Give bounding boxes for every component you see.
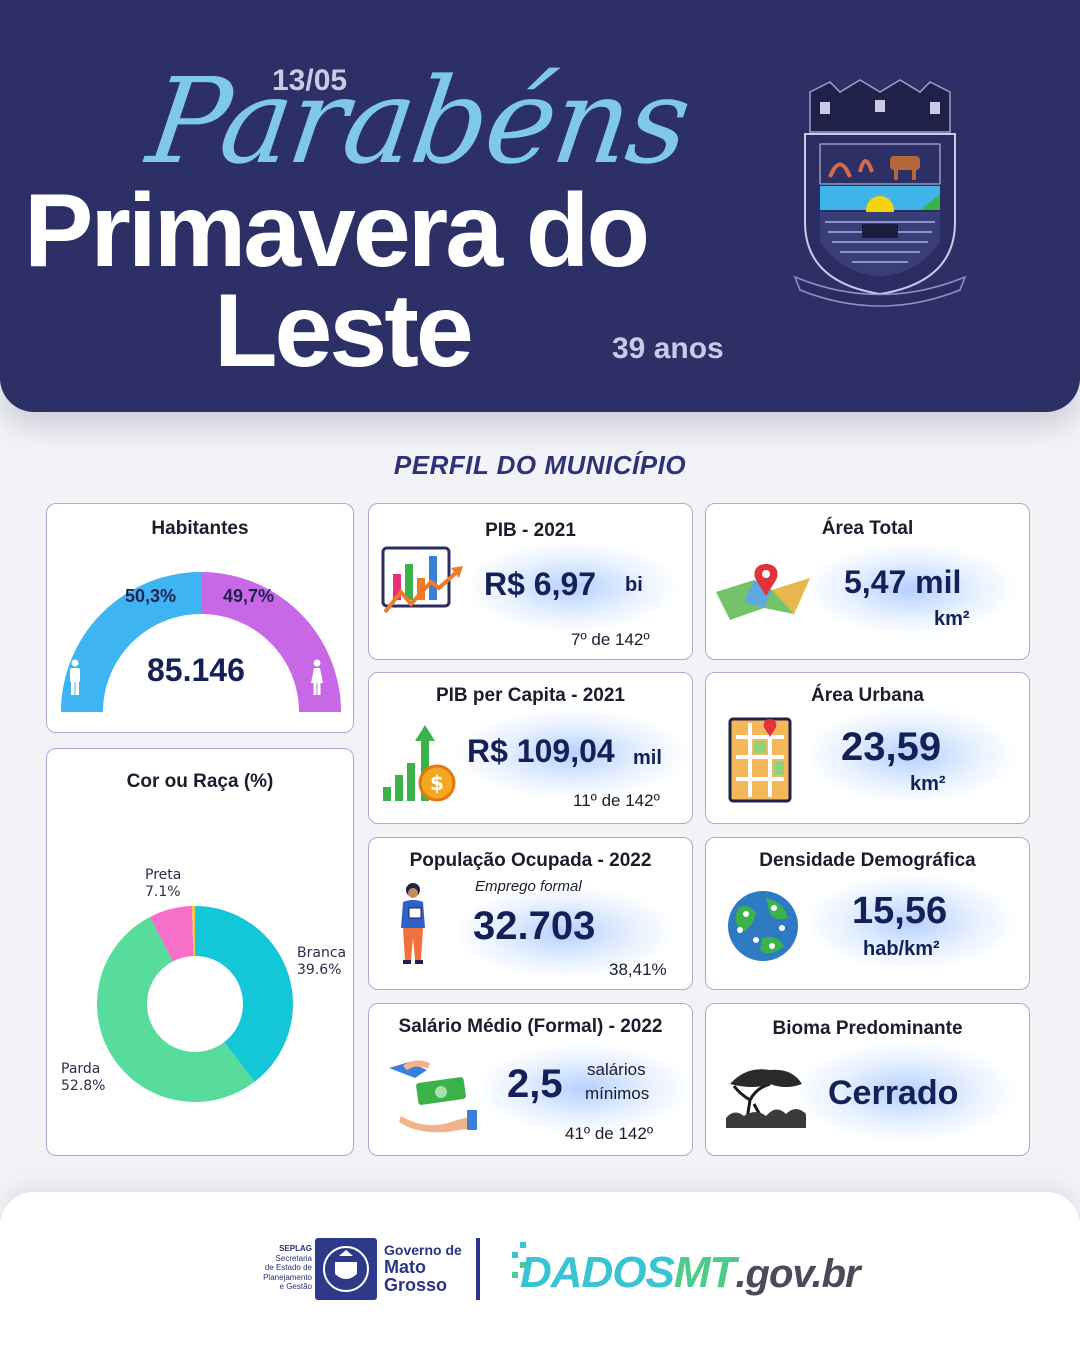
donut-slice-parda xyxy=(96,916,255,1103)
dadosmt-logo: DADOSMT.gov.br xyxy=(520,1248,861,1298)
donut-label-preta: Preta xyxy=(145,867,181,883)
money-hand-icon xyxy=(389,1060,477,1133)
gov-line: Governo de xyxy=(384,1242,462,1258)
area-total-unit: km² xyxy=(934,608,970,630)
worker-person-icon xyxy=(401,883,425,964)
map-pin-icon xyxy=(716,564,810,620)
salario-unit-line1: salários xyxy=(587,1060,646,1079)
densidade-value: 15,56 xyxy=(852,890,948,932)
area-urbana-unit: km² xyxy=(910,773,946,795)
pib-per-capita-rank: 11º de 142º xyxy=(573,791,660,810)
svg-text:$: $ xyxy=(430,771,444,795)
cor-raca-title: Cor ou Raça (%) xyxy=(126,771,274,792)
city-name-line1: Primavera do xyxy=(24,173,650,289)
female-person-icon xyxy=(311,659,323,695)
pib-unit: bi xyxy=(625,574,643,596)
area-total-value: 5,47 mil xyxy=(844,564,962,600)
pib-per-capita-card: PIB per Capita - 2021 $ R$ 109,04 mil 11… xyxy=(368,672,693,824)
area-urbana-card: Área Urbana 23,59 km² xyxy=(705,672,1030,824)
donut-label-parda: Parda xyxy=(61,1061,100,1077)
gov-line: Mato xyxy=(384,1257,426,1277)
pib-per-capita-value: R$ 109,04 xyxy=(467,733,615,769)
seplag-line: Planejamento xyxy=(263,1272,312,1282)
female-percentage: 49,7% xyxy=(223,586,275,606)
globe-people-icon xyxy=(728,891,798,961)
cerrado-tree-icon xyxy=(726,1069,806,1128)
pib-per-capita-unit: mil xyxy=(633,747,662,769)
salario-unit-line2: mínimos xyxy=(585,1084,650,1103)
salario-medio-value: 2,5 xyxy=(507,1062,563,1106)
pib-title: PIB - 2021 xyxy=(485,520,576,541)
footer-divider xyxy=(476,1238,480,1300)
donut-value-parda: 52.8% xyxy=(61,1078,105,1094)
dadosmt-pixel-icon xyxy=(512,1242,526,1278)
governo-mt-label: Governo de Mato Grosso xyxy=(384,1242,462,1294)
pib-value: R$ 6,97 xyxy=(484,566,597,602)
cor-raca-card: Cor ou Raça (%) Branca 39.6% Parda 52.8% Pre… xyxy=(46,748,354,1156)
seplag-line: SEPLAG xyxy=(279,1244,312,1253)
pib-rank: 7º de 142º xyxy=(571,630,650,649)
area-urbana-title: Área Urbana xyxy=(811,685,924,706)
donut-label-branca: Branca xyxy=(297,945,346,961)
mato-grosso-seal-icon xyxy=(315,1238,377,1300)
bar-chart-growth-icon xyxy=(381,546,463,614)
city-coat-of-arms-icon xyxy=(793,79,967,307)
city-age: 39 anos xyxy=(612,332,724,365)
seplag-logo-text: SEPLAG Secretaria de Estado de Planejame… xyxy=(250,1244,312,1292)
gov-line: Grosso xyxy=(384,1275,448,1295)
dadosmt-domain: .gov.br xyxy=(735,1252,860,1296)
donut-slice-preta xyxy=(149,906,194,962)
area-total-card: Área Total 5,47 mil km² xyxy=(705,503,1030,660)
anniversary-date: 13/05 xyxy=(272,64,348,97)
dadosmt-word-mt: MT xyxy=(673,1248,737,1297)
female-arc xyxy=(201,572,341,712)
greeting-script: Parabéns xyxy=(140,52,697,190)
salario-medio-card: Salário Médio (Formal) - 2022 2,5 salári… xyxy=(368,1003,693,1156)
pib-card: PIB - 2021 R$ 6,97 bi 7º de 142º xyxy=(368,503,693,660)
male-percentage: 50,3% xyxy=(125,586,177,606)
populacao-ocupada-percentage: 38,41% xyxy=(609,960,667,979)
seplag-line: e Gestão xyxy=(279,1282,312,1291)
donut-slice-other xyxy=(191,906,195,957)
habitantes-title: Habitantes xyxy=(151,518,249,539)
gender-gauge-chart xyxy=(61,572,341,712)
city-map-icon xyxy=(728,717,792,803)
habitantes-card: Habitantes 50,3% 49,7% 85.146 xyxy=(46,503,354,733)
dadosmt-word-dados: DADOS xyxy=(520,1248,675,1297)
densidade-card: Densidade Demográfica 15,56 hab/km² xyxy=(705,837,1030,990)
bioma-card: Bioma Predominante Cerrado xyxy=(705,1003,1030,1156)
area-total-title: Área Total xyxy=(821,518,914,539)
habitantes-total: 85.146 xyxy=(147,652,245,688)
footer: SEPLAG Secretaria de Estado de Planejame… xyxy=(0,1192,1080,1350)
area-urbana-value: 23,59 xyxy=(841,725,942,769)
header-banner: Parabéns 13/05 Primavera do Leste 39 ano… xyxy=(0,0,1080,412)
donut-slice-branca xyxy=(195,906,293,1082)
section-title: PERFIL DO MUNICÍPIO xyxy=(393,450,687,480)
populacao-ocupada-title: População Ocupada - 2022 xyxy=(409,850,652,871)
donut-value-branca: 39.6% xyxy=(297,962,341,978)
male-person-icon xyxy=(70,659,80,695)
salario-medio-rank: 41º de 142º xyxy=(565,1124,654,1143)
salario-medio-title: Salário Médio (Formal) - 2022 xyxy=(398,1016,663,1037)
populacao-ocupada-value: 32.703 xyxy=(473,904,596,948)
seplag-line: Secretaria xyxy=(275,1253,312,1263)
pib-per-capita-title: PIB per Capita - 2021 xyxy=(435,685,626,706)
bioma-value: Cerrado xyxy=(828,1074,959,1112)
densidade-title: Densidade Demográfica xyxy=(759,850,976,871)
donut-value-preta: 7.1% xyxy=(145,884,181,900)
bioma-title: Bioma Predominante xyxy=(772,1018,963,1039)
densidade-unit: hab/km² xyxy=(863,938,940,960)
male-arc xyxy=(61,572,201,712)
growth-coin-icon: $ xyxy=(383,725,456,802)
populacao-ocupada-card: População Ocupada - 2022 Emprego formal … xyxy=(368,837,693,990)
seplag-line: de Estado de xyxy=(264,1263,312,1272)
city-name-line2: Leste xyxy=(214,273,474,389)
